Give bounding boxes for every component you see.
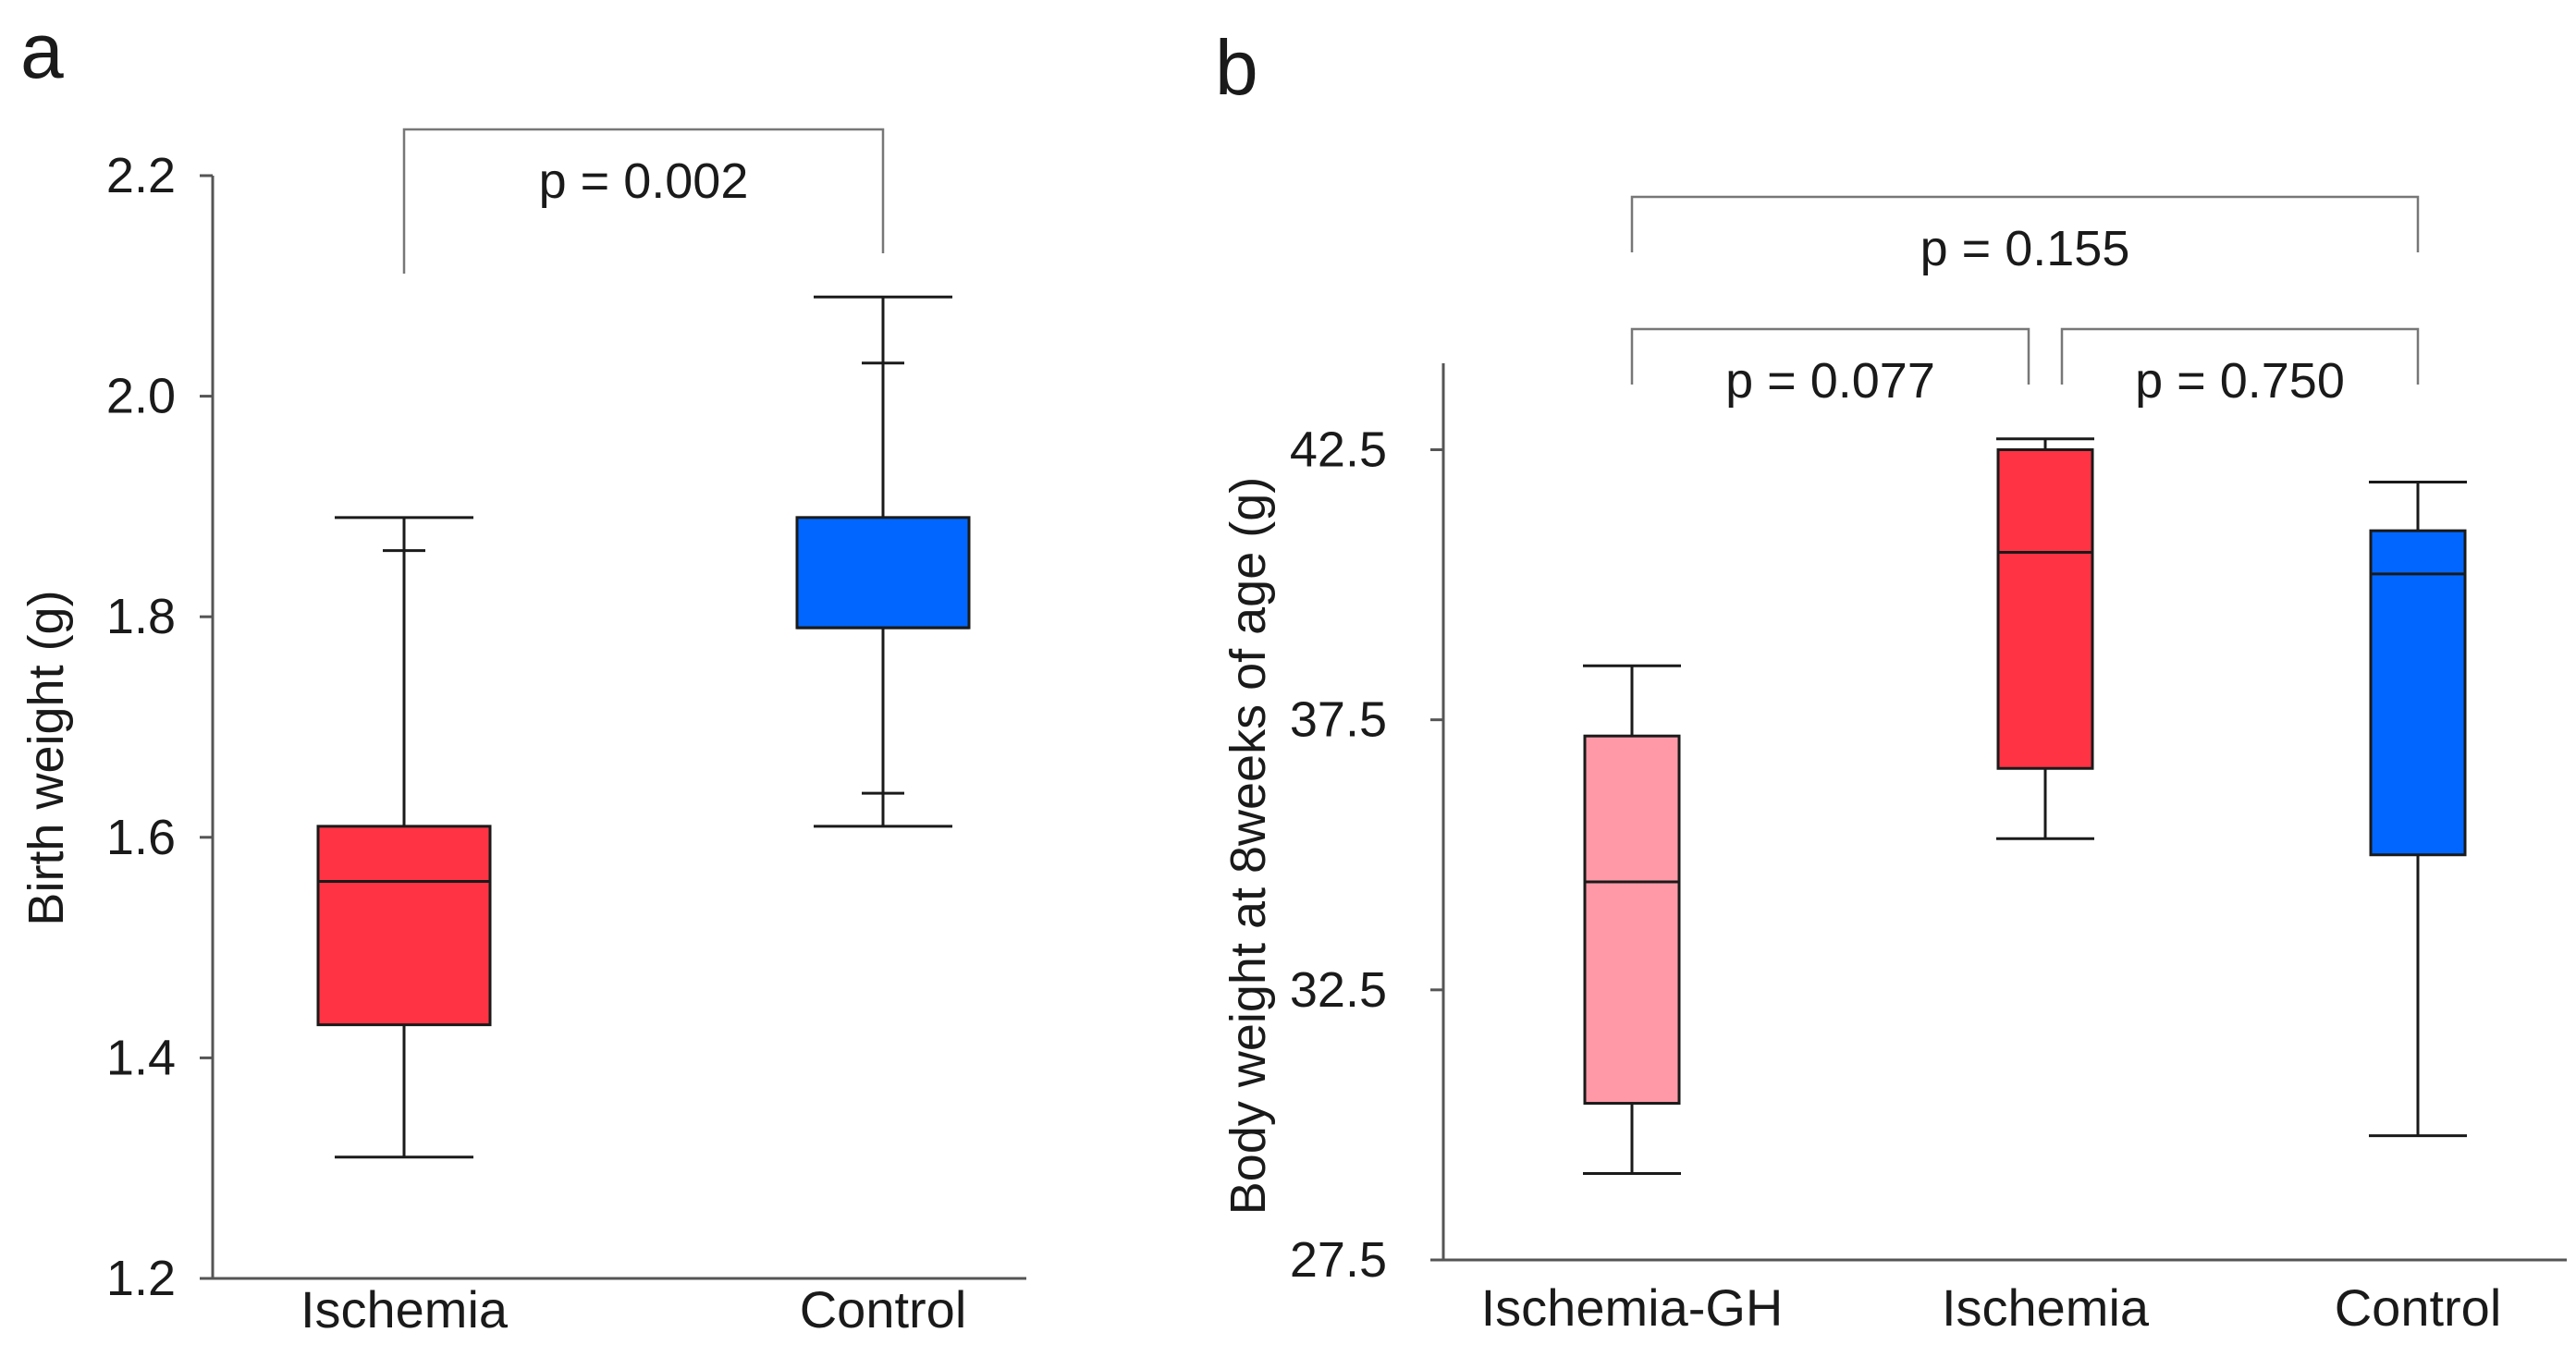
panel-b-boxes bbox=[1583, 437, 2467, 1176]
bracket-line bbox=[1630, 327, 2030, 385]
panel-b-y-tick-label: 37.5 bbox=[1290, 692, 1387, 748]
box-ischemia bbox=[316, 516, 492, 1159]
bracket-line bbox=[1630, 195, 2420, 252]
iqr-box bbox=[1996, 447, 2094, 770]
panel-a-boxes bbox=[316, 295, 971, 1159]
panel-a-axes: 1.2 1.4 1.6 1.8 2.0 2.2 Ischemia Control bbox=[106, 148, 1026, 1339]
panel-b-y-tick-label: 32.5 bbox=[1290, 962, 1387, 1018]
comparison-bracket: p = 0.750 bbox=[2060, 327, 2420, 409]
panel-b-x-category-label: Control bbox=[2335, 1278, 2502, 1337]
iqr-box bbox=[316, 825, 492, 1027]
panel-b-y-tick-label: 27.5 bbox=[1290, 1232, 1387, 1288]
panel-a-comparisons: p = 0.002 bbox=[402, 128, 885, 274]
iqr-box bbox=[2369, 529, 2467, 857]
panel-a-x-category-label: Ischemia bbox=[301, 1280, 509, 1339]
panel-a-y-tick-label: 2.0 bbox=[106, 369, 176, 424]
p-value-label: p = 0.077 bbox=[1725, 353, 1935, 409]
panel-a-y-tick-label: 1.2 bbox=[106, 1251, 176, 1306]
panel-a-y-tick-label: 2.2 bbox=[106, 148, 176, 203]
comparison-bracket: p = 0.002 bbox=[402, 128, 885, 274]
box-ischemia bbox=[1996, 437, 2094, 840]
box-ischemia-gh bbox=[1583, 664, 1681, 1176]
bracket-line bbox=[2060, 327, 2420, 385]
iqr-box bbox=[1583, 734, 1681, 1106]
comparison-bracket: p = 0.077 bbox=[1630, 327, 2030, 409]
panel-a-y-axis-title: Birth weight (g) bbox=[18, 590, 74, 925]
panel-b-x-category-label: Ischemia-GH bbox=[1481, 1278, 1784, 1337]
iqr-box bbox=[795, 516, 971, 630]
panel-b-axes: 27.5 32.5 37.5 42.5 Ischemia-GH Ischemia Contr… bbox=[1290, 363, 2567, 1337]
box-control bbox=[2369, 481, 2467, 1138]
panel-b-chart: b Body weight at 8weeks of age (g) 27.5 3… bbox=[1215, 24, 2567, 1337]
panel-a-chart: a Birth weight (g) 1.2 1.4 1.6 1.8 2.0 2.2 Isc… bbox=[18, 7, 1026, 1339]
p-value-label: p = 0.002 bbox=[539, 153, 749, 209]
p-value-label: p = 0.750 bbox=[2135, 353, 2345, 409]
panel-b-comparisons: p = 0.077 p = 0.750 p = 0.155 bbox=[1630, 195, 2420, 409]
panel-a-letter: a bbox=[20, 7, 64, 94]
panel-a-x-category-label: Control bbox=[800, 1280, 967, 1339]
panel-b-y-axis-title: Body weight at 8weeks of age (g) bbox=[1221, 477, 1276, 1215]
bracket-line bbox=[402, 128, 885, 274]
box-control bbox=[795, 295, 971, 828]
panel-a-y-tick-label: 1.4 bbox=[106, 1030, 176, 1085]
panel-b-letter: b bbox=[1215, 24, 1258, 111]
panel-b-x-category-label: Ischemia bbox=[1942, 1278, 2150, 1337]
comparison-bracket: p = 0.155 bbox=[1630, 195, 2420, 276]
panel-a-y-tick-label: 1.6 bbox=[106, 810, 176, 865]
p-value-label: p = 0.155 bbox=[1920, 221, 2130, 276]
panel-a-y-tick-label: 1.8 bbox=[106, 589, 176, 644]
panel-b-y-tick-label: 42.5 bbox=[1290, 422, 1387, 477]
